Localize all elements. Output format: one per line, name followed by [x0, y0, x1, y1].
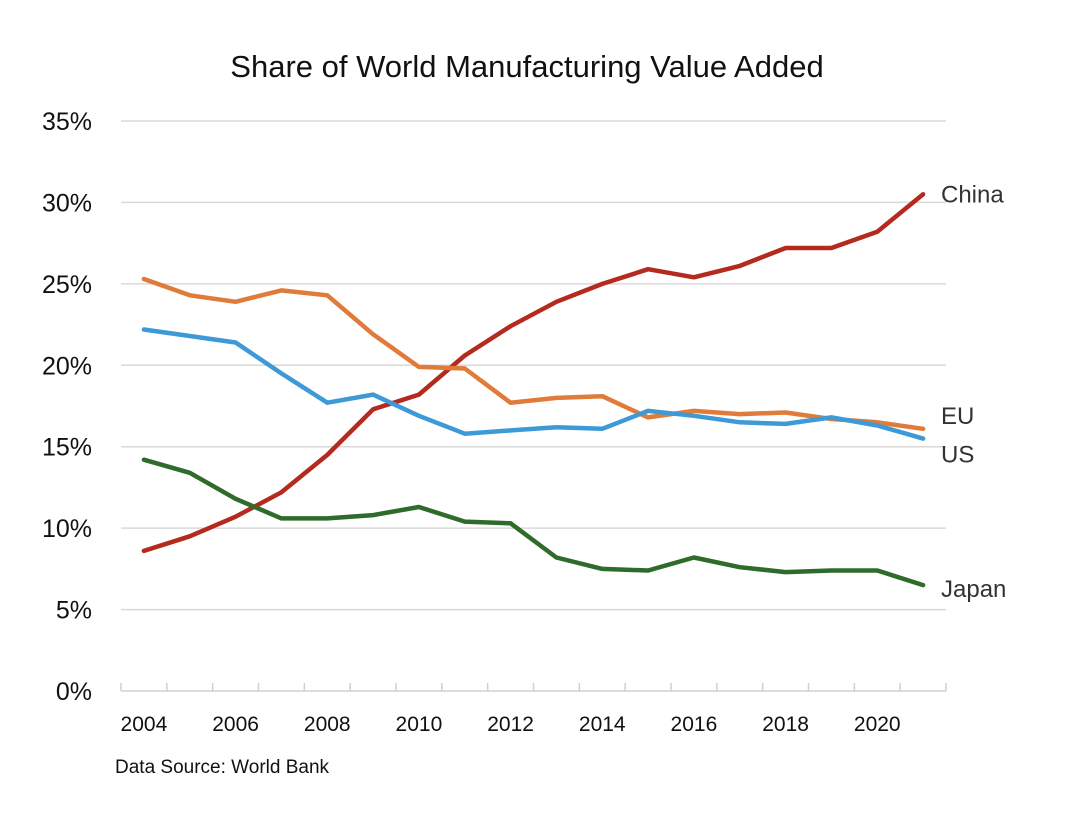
series-labels: China EU US Japan: [941, 181, 1006, 603]
x-tick-label: 2020: [854, 713, 901, 736]
x-tick-label: 2014: [579, 713, 626, 736]
chart-title: Share of World Manufacturing Value Added: [230, 49, 823, 84]
series-label-china: China: [941, 181, 1004, 208]
series-label-us: US: [941, 442, 974, 469]
series-label-eu: EU: [941, 403, 974, 430]
x-tick-label: 2010: [396, 713, 443, 736]
series-line-japan: [141, 457, 926, 588]
y-tick-label: 0%: [56, 678, 92, 706]
gridlines: [121, 120, 946, 611]
y-tick-label: 30%: [42, 189, 92, 217]
y-tick-label: 15%: [42, 434, 92, 462]
y-tick-label: 20%: [42, 352, 92, 380]
series-line-china: [141, 192, 926, 554]
y-axis: 0% 5% 10% 15% 20% 25% 30% 35%: [42, 108, 92, 706]
y-tick-label: 35%: [42, 108, 92, 136]
x-tick-label: 2006: [212, 713, 259, 736]
x-tick-label: 2004: [121, 713, 168, 736]
x-axis: 2004 2006 2008 2010 2012 2014 2016 2018 2020: [120, 683, 947, 736]
series-line-us: [141, 327, 926, 441]
x-tick-label: 2016: [671, 713, 718, 736]
y-tick-label: 25%: [42, 271, 92, 299]
x-tick-label: 2008: [304, 713, 351, 736]
data-source-note: Data Source: World Bank: [115, 757, 330, 778]
y-tick-label: 5%: [56, 597, 92, 625]
series-lines: [141, 192, 926, 588]
x-tick-label: 2018: [762, 713, 809, 736]
x-tick-label: 2012: [487, 713, 534, 736]
series-label-japan: Japan: [941, 576, 1006, 603]
y-tick-label: 10%: [42, 515, 92, 543]
series-line-eu: [141, 276, 926, 432]
